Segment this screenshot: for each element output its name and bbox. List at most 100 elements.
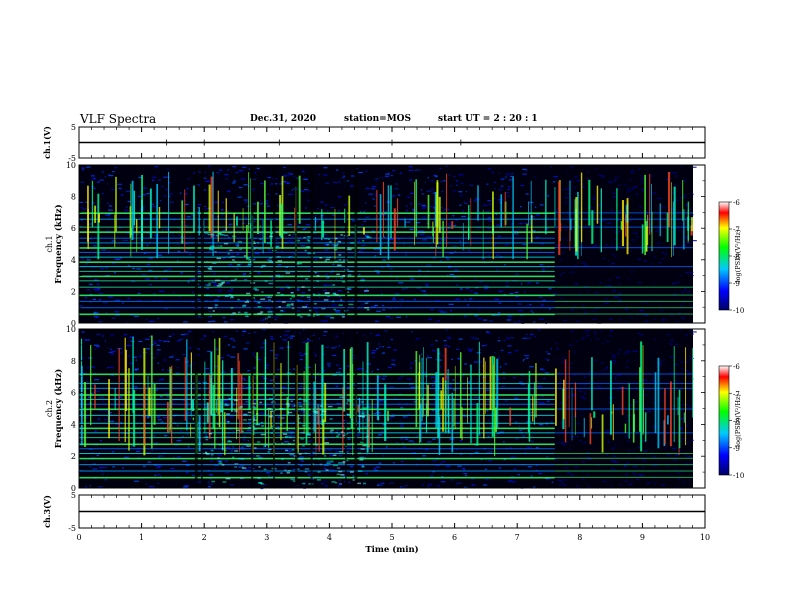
spectrogram-2-noise [669,367,671,369]
spectrogram-1-noise [149,320,155,323]
spectrogram-2-noise [82,372,87,374]
spectrogram-1-noise [430,180,434,182]
spectrogram-2-noise [510,476,515,478]
spectrogram-2-noise [129,337,131,339]
spectrogram-2-noise [389,386,395,388]
spectrogram-1-sferic [248,172,250,232]
spectrogram-2-noise [87,367,90,369]
spectrogram-1-activity [256,242,260,244]
spectrogram-2-noise [483,484,488,486]
spectrogram-1-noise [90,175,96,177]
spectrogram-2-sferic [171,365,173,445]
spectrogram-1-noise [412,208,415,210]
spectrogram-1-gap [194,165,198,323]
spectrogram-1-noise [573,187,576,189]
spectrogram-1-activity [337,264,342,267]
spectrogram-1-noise [142,194,147,196]
spectrogram-2-sferic [591,357,593,411]
spectrogram-2-activity [243,413,248,416]
spectrogram-2-noise [193,362,195,364]
spectrogram-1-activity [268,259,273,262]
spectrogram-1-sferic [434,191,437,227]
spectrogram-2-gap [273,329,275,488]
spectrogram-1-noise [95,206,99,208]
spectrogram-1-tone-line [554,300,693,302]
spectrogram-2-noise [435,340,438,342]
spectrogram-2-noise [249,424,251,427]
spectrogram-2-activity [284,435,289,438]
spectrogram-2-noise [396,442,399,444]
spectrogram-1-noise [257,272,261,274]
spectrogram-2-tone-line [554,464,693,466]
spectrogram-1-noise [382,259,386,261]
spectrogram-2-activity [216,423,220,425]
spectrogram-1-noise [500,178,505,180]
spectrogram-1-noise [506,281,509,284]
spectrogram-2-noise [242,439,246,441]
spectrogram-2-noise [402,416,407,418]
spectrogram-2-noise [268,475,270,477]
spectrogram-2-noise [502,372,506,374]
spectrogram-2-noise [177,340,181,342]
spectrogram-1-noise [180,272,184,274]
spectrogram-2-activity [359,456,365,459]
spectrogram-1-activity [230,255,236,258]
spectrogram-2-noise [118,396,123,398]
spectrogram-1-noise [676,320,679,323]
spectrogram-1-tone-line [79,266,555,268]
spectrogram-2-sferic [212,384,215,429]
spectrogram-1-noise [636,313,639,316]
spectrogram-1-sferic [651,183,652,233]
spectrogram-2-tone-line [554,453,693,455]
spectrogram-2-noise [466,348,470,350]
spectrogram-2-activity [298,405,303,407]
spectrogram-1-noise [397,238,401,240]
spectrogram-1-activity [275,245,279,248]
spectrogram-2-noise [138,431,141,433]
spectrogram-1-activity [237,298,240,301]
spectrogram-1-noise [661,252,665,254]
spectrogram-1-activity [257,301,261,304]
spectrogram-2-noise [633,465,638,467]
spectrogram-1-sferic [217,190,219,242]
panel-3-y-tick-label: 10 [66,325,76,334]
spectrogram-2-noise [98,417,101,420]
spectrogram-2-activity [238,457,244,460]
spectrogram-1-noise [414,299,416,301]
spectrogram-1-noise [149,284,153,286]
spectrogram-1-noise [260,319,265,321]
spectrogram-1-noise [211,320,216,322]
spectrogram-1-tone-line [79,261,555,263]
spectrogram-2-noise [322,385,325,387]
spectrogram-2-noise [348,431,353,433]
spectrogram-1-noise [221,213,224,216]
spectrogram-1-noise [426,285,430,288]
spectrogram-2-noise [192,474,195,476]
colorbar-1-tick-label: -10 [733,307,744,315]
spectrogram-1-noise [397,194,401,196]
spectrogram-1-noise [88,283,93,285]
spectrogram-2-activity [287,443,291,445]
x-tick-label: 5 [389,533,394,542]
spectrogram-1-noise [125,232,130,234]
spectrogram-1-activity [321,307,326,310]
spectrogram-2-activity [357,452,362,455]
spectrogram-2-tone-line [79,453,555,455]
spectrogram-2-noise [650,398,652,401]
spectrogram-2-noise [300,354,305,356]
spectrogram-1-noise [673,199,679,201]
spectrogram-1-noise [604,298,609,300]
spectrogram-2-tone-line [79,437,555,439]
spectrogram-2-activity [333,464,339,467]
spectrogram-2-tone-line [554,408,693,410]
spectrogram-1-noise [146,244,149,246]
spectrogram-1-sferic [560,223,562,232]
spectrogram-1-activity [234,261,237,263]
spectrogram-1-noise [281,181,286,183]
spectrogram-1-activity [247,258,250,260]
spectrogram-1-noise [588,207,594,209]
spectrogram-1-noise [532,311,534,314]
spectrogram-2-noise [300,385,302,387]
spectrogram-2-noise [610,468,616,471]
spectrogram-1-noise [405,254,407,256]
